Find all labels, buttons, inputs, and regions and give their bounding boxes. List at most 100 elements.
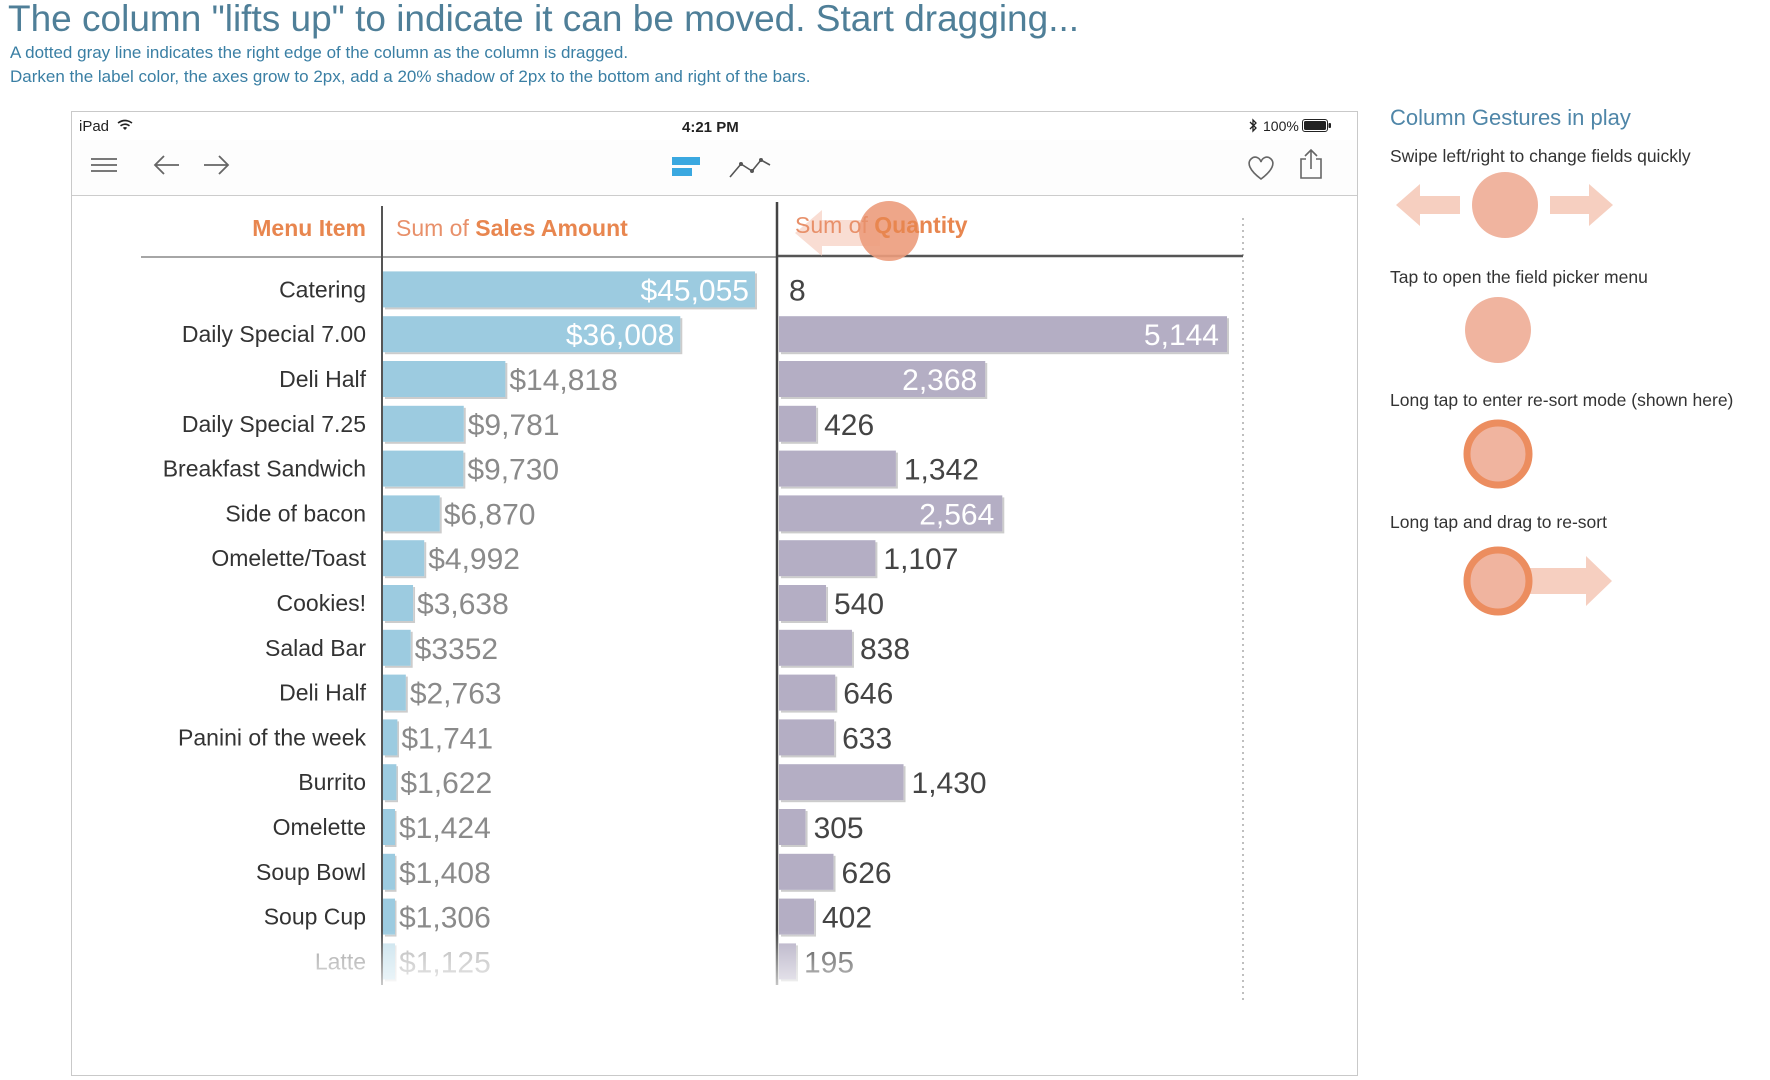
sales-bar [383, 809, 395, 845]
menu-item-label: Deli Half [279, 680, 367, 706]
heart-icon[interactable] [1246, 154, 1276, 182]
menu-item-label: Daily Special 7.00 [182, 321, 366, 347]
battery-percent: 100% [1263, 118, 1299, 134]
sales-bar [383, 585, 414, 621]
quantity-bar [779, 719, 835, 756]
sales-amount-header: Sum of Sales Amount [396, 215, 628, 241]
quantity-bar [779, 853, 834, 890]
sales-bar [383, 853, 395, 890]
quantity-bar [779, 809, 806, 845]
menu-item-label: Omelette/Toast [211, 545, 366, 571]
quantity-value-label: 1,430 [912, 767, 987, 800]
menu-item-label: Panini of the week [178, 724, 366, 750]
quantity-value-label: 8 [789, 274, 806, 307]
wifi-icon [117, 119, 133, 130]
sales-bar [383, 405, 464, 442]
sales-value-label: $3,638 [417, 588, 509, 621]
menu-item-label: Deli Half [279, 366, 367, 392]
sales-value-label: $3352 [415, 633, 498, 666]
sales-bar [383, 271, 755, 308]
gesture-tap-label: Tap to open the field picker menu [1390, 267, 1648, 287]
bottom-fade [140, 930, 1240, 990]
sales-value-label: $45,055 [641, 274, 749, 307]
gesture-long-tap-label: Long tap to enter re-sort mode (shown he… [1390, 390, 1734, 410]
sales-bar [383, 898, 395, 935]
quantity-value-label: 633 [842, 722, 892, 755]
menu-item-label: Soup Bowl [256, 859, 366, 885]
drag-touch-icon [859, 201, 919, 261]
sales-bar [383, 495, 440, 532]
sales-bar [383, 316, 681, 353]
sales-bar [383, 540, 425, 577]
quantity-bar [779, 450, 896, 487]
quantity-bar [779, 316, 1227, 353]
quantity-value-label: 540 [834, 588, 884, 621]
quantity-bar [779, 540, 876, 577]
menu-item-label: Soup Cup [264, 904, 366, 930]
sales-bar [383, 450, 464, 487]
ipad-frame: iPad 4:21 PM 100% [71, 111, 1358, 1076]
sales-bar [383, 629, 411, 666]
share-icon[interactable] [1298, 148, 1324, 180]
quantity-value-label: 838 [860, 633, 910, 666]
device-name: iPad [79, 118, 110, 135]
sales-value-label: $2,763 [410, 678, 502, 711]
back-arrow-icon[interactable] [152, 154, 182, 176]
menu-item-label: Breakfast Sandwich [163, 456, 366, 482]
quantity-value-label: 305 [814, 812, 864, 845]
bluetooth-icon [1249, 118, 1257, 133]
quantity-bar [779, 674, 836, 711]
quantity-value-label: 1,342 [904, 454, 979, 487]
sales-value-label: $14,818 [509, 364, 617, 397]
gesture-panel-title: Column Gestures in play [1390, 105, 1631, 130]
quantity-value-label: 646 [843, 678, 893, 711]
sales-value-label: $9,730 [467, 454, 559, 487]
toolbar [72, 140, 1357, 196]
sales-value-label: $36,008 [566, 319, 674, 352]
forward-arrow-icon[interactable] [201, 154, 231, 176]
sales-bar [383, 719, 398, 756]
tap-gesture-icon [1465, 297, 1531, 363]
quantity-bar [779, 361, 986, 397]
menu-item-label: Daily Special 7.25 [182, 411, 366, 437]
status-bar: iPad 4:21 PM 100% [72, 112, 1357, 140]
menu-icon[interactable] [90, 154, 118, 176]
quantity-value-label: 2,564 [919, 498, 994, 531]
long-tap-gesture-icon [1463, 419, 1533, 489]
menu-item-label: Salad Bar [265, 635, 366, 661]
quantity-bar [779, 495, 1003, 532]
sales-bar [383, 361, 506, 397]
quantity-bar [779, 629, 852, 666]
quantity-value-label: 402 [822, 902, 872, 935]
quantity-value-label: 2,368 [902, 364, 977, 397]
sales-value-label: $1,424 [399, 812, 491, 845]
sales-value-label: $1,306 [399, 902, 491, 935]
sales-value-label: $6,870 [444, 498, 536, 531]
clock-time: 4:21 PM [682, 119, 739, 136]
quantity-bar [779, 405, 817, 442]
swipe-gesture-icon [1396, 172, 1613, 238]
sales-value-label: $1,408 [399, 857, 491, 890]
subtitle-dotted-line: A dotted gray line indicates the right e… [10, 43, 629, 62]
quantity-value-label: 1,107 [883, 543, 958, 576]
drag-arrow-icon [795, 210, 880, 256]
quantity-bar [779, 764, 904, 801]
sales-value-label: $1,622 [400, 767, 492, 800]
menu-item-header: Menu Item [252, 215, 366, 241]
sales-value-label: $9,781 [468, 409, 560, 442]
quantity-value-label: 5,144 [1144, 319, 1219, 352]
sales-value-label: $1,741 [401, 722, 493, 755]
battery-icon [1302, 119, 1331, 132]
menu-item-label: Catering [279, 276, 366, 302]
gesture-swipe-label: Swipe left/right to change fields quickl… [1390, 146, 1691, 166]
long-tap-drag-gesture-icon [1463, 546, 1612, 616]
menu-item-label: Omelette [273, 814, 366, 840]
page-title: The column "lifts up" to indicate it can… [8, 0, 1080, 39]
menu-item-label: Cookies! [277, 590, 366, 616]
line-chart-icon[interactable] [727, 152, 773, 182]
quantity-value-label: 626 [842, 857, 892, 890]
sales-value-label: $4,992 [428, 543, 520, 576]
bar-chart-icon[interactable] [671, 154, 701, 180]
quantity-bar [779, 585, 827, 621]
quantity-header: Sum of Quantity [795, 212, 968, 238]
